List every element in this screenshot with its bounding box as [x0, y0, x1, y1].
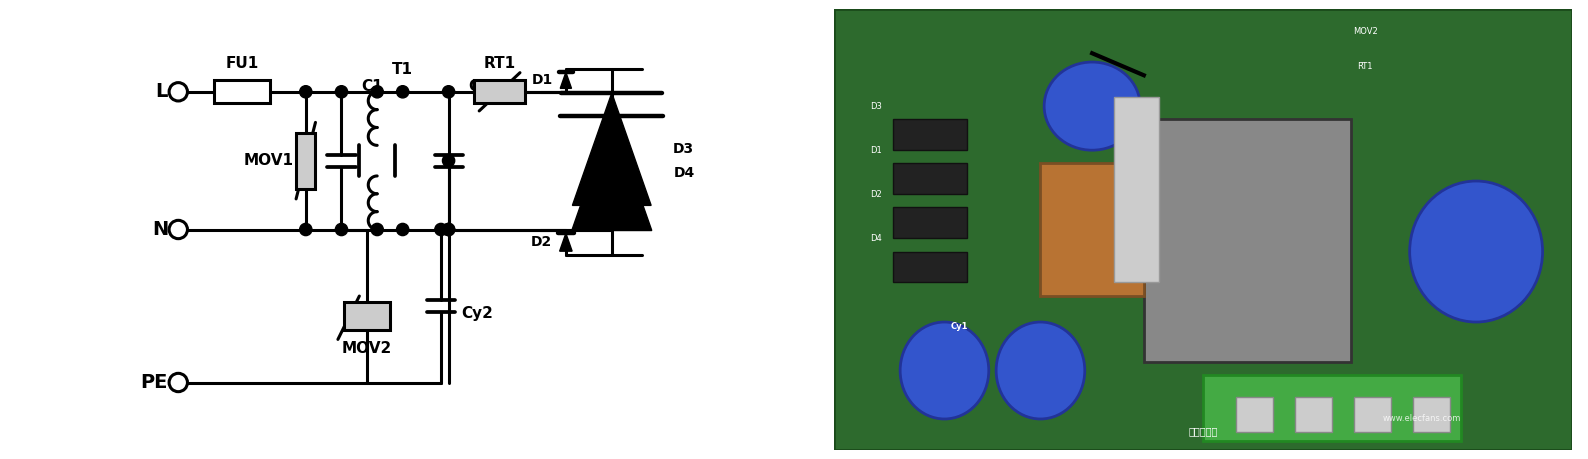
Bar — [1296, 397, 1332, 432]
Bar — [1202, 375, 1461, 441]
Bar — [1413, 397, 1450, 432]
Circle shape — [335, 224, 348, 235]
Circle shape — [168, 373, 187, 392]
Bar — [892, 163, 967, 194]
Circle shape — [300, 224, 311, 235]
Text: T1: T1 — [392, 62, 413, 77]
Polygon shape — [559, 233, 572, 251]
Bar — [892, 252, 967, 282]
Ellipse shape — [900, 322, 989, 419]
Text: FU1: FU1 — [225, 56, 259, 71]
Text: D4: D4 — [673, 167, 696, 180]
Polygon shape — [561, 72, 572, 88]
Circle shape — [397, 86, 408, 98]
Ellipse shape — [996, 322, 1085, 419]
Text: 电子发烧友: 电子发烧友 — [1188, 426, 1218, 437]
Bar — [1115, 97, 1159, 282]
Text: D3: D3 — [673, 142, 694, 156]
Text: MOV2: MOV2 — [1353, 27, 1378, 36]
Circle shape — [435, 224, 448, 235]
Circle shape — [443, 86, 454, 98]
Ellipse shape — [1410, 181, 1542, 322]
Text: D1: D1 — [532, 73, 553, 87]
Bar — [475, 80, 526, 103]
Circle shape — [168, 220, 187, 239]
Text: D2: D2 — [530, 235, 553, 249]
Bar — [1355, 397, 1391, 432]
Bar — [1143, 119, 1350, 362]
Text: www.elecfans.com: www.elecfans.com — [1383, 414, 1461, 423]
Circle shape — [443, 224, 454, 235]
Circle shape — [372, 224, 383, 235]
Text: C1: C1 — [362, 79, 383, 94]
Text: D1: D1 — [870, 146, 883, 155]
Circle shape — [372, 86, 383, 98]
Text: D3: D3 — [870, 101, 883, 111]
Text: RT1: RT1 — [483, 56, 516, 71]
Text: D2: D2 — [870, 190, 883, 199]
Bar — [214, 80, 270, 103]
Text: Cy1: Cy1 — [951, 322, 969, 331]
Bar — [1235, 397, 1274, 432]
Text: Cy2: Cy2 — [461, 306, 492, 321]
Circle shape — [397, 224, 408, 235]
Text: MOV1: MOV1 — [243, 153, 294, 168]
Bar — [295, 133, 316, 189]
Polygon shape — [572, 116, 651, 230]
Text: L: L — [156, 82, 168, 101]
Text: PE: PE — [141, 373, 168, 392]
Ellipse shape — [1045, 62, 1140, 150]
Text: Cy1: Cy1 — [468, 79, 500, 94]
Bar — [892, 207, 967, 238]
Circle shape — [443, 155, 454, 167]
Bar — [345, 302, 391, 330]
Circle shape — [443, 224, 454, 235]
Polygon shape — [572, 93, 651, 206]
Circle shape — [300, 86, 311, 98]
Bar — [892, 119, 967, 150]
Text: D4: D4 — [870, 234, 883, 243]
Text: RT1: RT1 — [1358, 62, 1374, 71]
Circle shape — [168, 83, 187, 101]
Circle shape — [335, 86, 348, 98]
Text: N: N — [152, 220, 168, 239]
Text: MOV2: MOV2 — [341, 341, 392, 357]
Bar — [1040, 163, 1143, 296]
